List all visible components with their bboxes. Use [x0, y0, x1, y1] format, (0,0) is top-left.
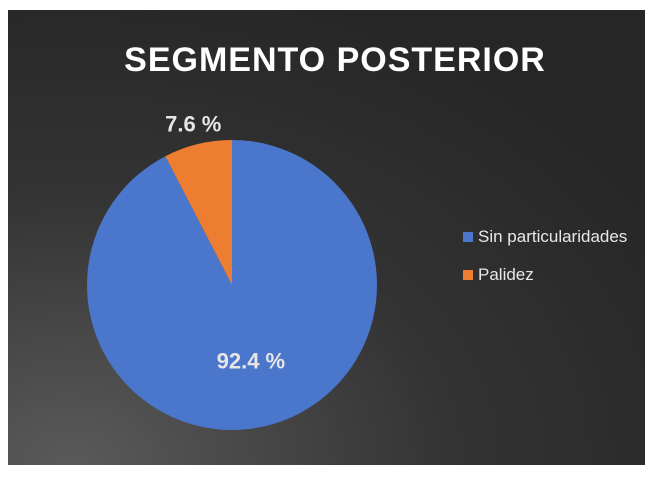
legend-item: Palidez	[463, 264, 643, 286]
legend-swatch	[463, 232, 473, 242]
legend-label: Sin particularidades	[478, 227, 628, 246]
legend-swatch	[463, 270, 473, 280]
legend-label: Palidez	[478, 265, 534, 284]
legend-item: Sin particularidades	[463, 226, 643, 248]
pie-slice	[165, 140, 232, 285]
pie-slice	[86, 140, 377, 430]
data-label: 7.6 %	[165, 112, 221, 137]
chart-title: SEGMENTO POSTERIOR	[124, 41, 546, 79]
data-label: 92.4 %	[217, 348, 286, 373]
